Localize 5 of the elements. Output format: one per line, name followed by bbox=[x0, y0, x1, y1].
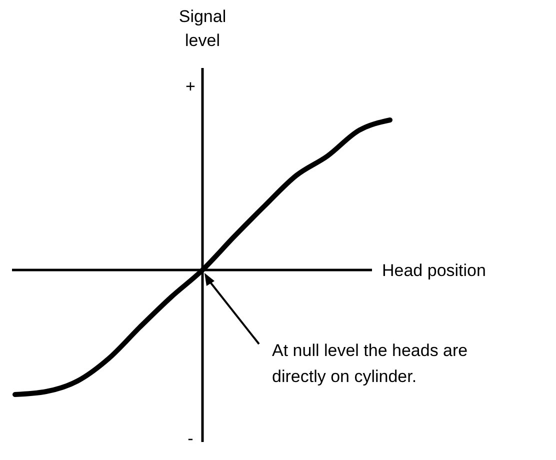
annotation: At null level the heads are directly on cylinder. bbox=[272, 341, 468, 386]
text: + bbox=[186, 77, 196, 96]
text: - bbox=[188, 429, 194, 448]
y-axis-title: Signal level bbox=[178, 7, 226, 50]
x-axis-title: Head position bbox=[382, 261, 486, 280]
